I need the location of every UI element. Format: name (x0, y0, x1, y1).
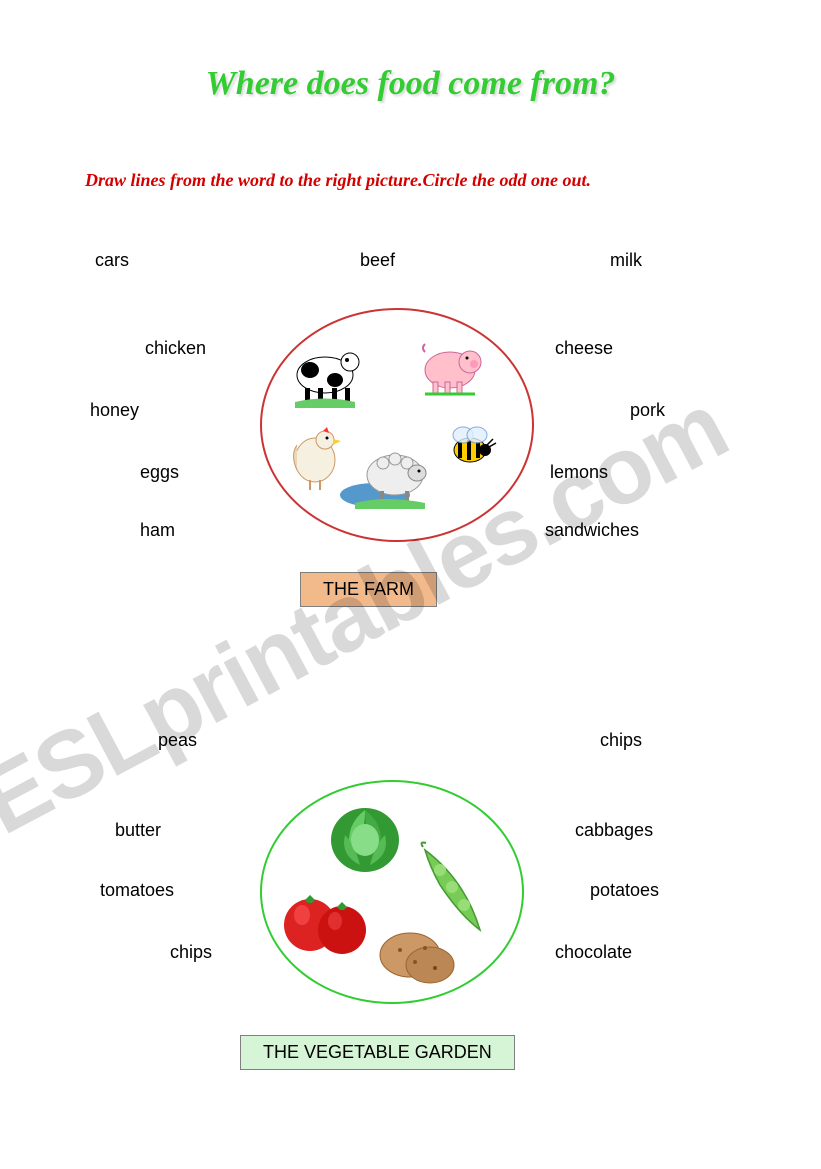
word-peas: peas (158, 730, 197, 751)
word-lemons: lemons (550, 462, 608, 483)
word-ham: ham (140, 520, 175, 541)
word-potatoes: potatoes (590, 880, 659, 901)
word-chicken: chicken (145, 338, 206, 359)
page-title: Where does food come from? (0, 65, 821, 103)
farm-label: THE FARM (300, 572, 437, 607)
word-cheese: cheese (555, 338, 613, 359)
word-chocolate: chocolate (555, 942, 632, 963)
farm-animals-icon (280, 330, 510, 520)
word-cabbages: cabbages (575, 820, 653, 841)
word-chips-1: chips (600, 730, 642, 751)
word-beef: beef (360, 250, 395, 271)
word-pork: pork (630, 400, 665, 421)
word-chips-2: chips (170, 942, 212, 963)
garden-vegetables-icon (275, 800, 505, 985)
garden-label: THE VEGETABLE GARDEN (240, 1035, 515, 1070)
instructions-text: Draw lines from the word to the right pi… (85, 170, 736, 191)
word-butter: butter (115, 820, 161, 841)
word-honey: honey (90, 400, 139, 421)
word-milk: milk (610, 250, 642, 271)
word-cars: cars (95, 250, 129, 271)
word-sandwiches: sandwiches (545, 520, 639, 541)
word-eggs: eggs (140, 462, 179, 483)
word-tomatoes: tomatoes (100, 880, 174, 901)
